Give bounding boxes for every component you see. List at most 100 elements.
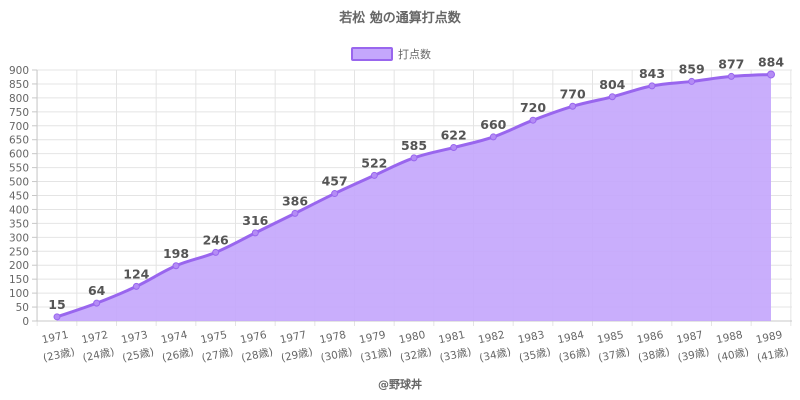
x-tick-year: 1988 <box>715 329 744 346</box>
y-tick-label: 150 <box>9 274 29 286</box>
x-axis: 1971(23歳)1972(24歳)1973(25歳)1974(26歳)1975… <box>41 329 790 365</box>
x-tick-age: (40歳) <box>716 346 750 364</box>
data-points <box>53 70 775 321</box>
x-tick-age: (32歳) <box>399 346 433 364</box>
data-point[interactable] <box>53 313 61 321</box>
y-tick-label: 200 <box>9 260 29 272</box>
x-tick-year: 1984 <box>557 329 586 346</box>
data-point[interactable] <box>489 133 497 141</box>
data-label: 522 <box>361 155 387 170</box>
x-tick-year: 1982 <box>477 329 506 346</box>
y-tick-label: 900 <box>9 65 29 77</box>
x-tick-label: 1975(27歳) <box>200 329 235 364</box>
x-tick-label: 1971(23歳) <box>41 329 76 364</box>
legend-swatch <box>351 47 393 61</box>
y-tick-label: 750 <box>9 107 29 119</box>
data-point[interactable] <box>172 262 180 270</box>
x-tick-label: 1973(25歳) <box>120 329 155 364</box>
data-point[interactable] <box>212 248 220 256</box>
x-tick-year: 1987 <box>676 329 705 346</box>
series-area-fill <box>57 74 771 321</box>
legend-label: 打点数 <box>398 47 431 61</box>
credit-text: @野球丼 <box>378 377 422 391</box>
y-tick-label: 850 <box>9 79 29 91</box>
data-label: 770 <box>560 86 586 101</box>
data-point[interactable] <box>767 70 775 79</box>
y-tick-label: 250 <box>9 246 29 258</box>
x-tick-year: 1975 <box>200 329 229 346</box>
x-tick-year: 1977 <box>279 329 308 346</box>
x-tick-label: 1988(40歳) <box>715 329 750 364</box>
data-point[interactable] <box>251 229 259 237</box>
x-tick-label: 1974(26歳) <box>160 329 195 365</box>
x-tick-age: (24歳) <box>82 346 116 364</box>
x-tick-age: (29歳) <box>280 346 314 364</box>
data-point[interactable] <box>569 102 577 110</box>
data-label: 720 <box>520 100 546 115</box>
data-label: 585 <box>401 138 427 153</box>
data-label: 877 <box>718 56 744 71</box>
x-tick-age: (26歳) <box>161 346 195 364</box>
x-tick-year: 1985 <box>596 329 625 346</box>
x-tick-label: 1982(34歳) <box>477 329 512 364</box>
data-point[interactable] <box>370 171 378 179</box>
x-tick-age: (34歳) <box>478 346 512 364</box>
data-point[interactable] <box>608 93 616 101</box>
x-tick-age: (38歳) <box>637 346 671 364</box>
x-tick-age: (23歳) <box>42 346 76 364</box>
data-point[interactable] <box>648 82 656 90</box>
data-label: 316 <box>242 213 268 228</box>
y-tick-label: 800 <box>9 93 29 105</box>
x-tick-label: 1979(31歳) <box>358 329 393 364</box>
data-point[interactable] <box>529 116 537 124</box>
data-point[interactable] <box>93 299 101 307</box>
x-tick-age: (35歳) <box>518 346 552 364</box>
y-tick-label: 650 <box>9 135 29 147</box>
x-tick-year: 1981 <box>438 329 467 346</box>
y-tick-label: 400 <box>9 204 29 216</box>
x-tick-age: (37歳) <box>597 346 631 364</box>
data-point[interactable] <box>450 144 458 152</box>
x-tick-year: 1989 <box>755 329 784 346</box>
x-tick-age: (39歳) <box>677 346 711 364</box>
x-tick-label: 1972(24歳) <box>81 329 116 364</box>
legend[interactable]: 打点数 <box>351 47 431 61</box>
data-point[interactable] <box>331 190 339 198</box>
data-label: 198 <box>163 246 189 261</box>
data-label: 884 <box>758 54 784 69</box>
y-tick-label: 350 <box>9 218 29 230</box>
x-tick-year: 1986 <box>636 329 665 346</box>
x-tick-label: 1980(32歳) <box>398 329 433 364</box>
x-tick-label: 1986(38歳) <box>636 329 671 365</box>
x-tick-year: 1974 <box>160 329 189 346</box>
data-point[interactable] <box>727 72 735 80</box>
x-tick-label: 1985(37歳) <box>596 329 631 364</box>
y-tick-label: 550 <box>9 163 29 175</box>
data-point[interactable] <box>410 154 418 162</box>
data-label: 386 <box>282 193 308 208</box>
data-point[interactable] <box>688 77 696 85</box>
data-label: 859 <box>679 61 705 76</box>
data-label: 660 <box>480 117 506 132</box>
y-tick-label: 100 <box>9 288 29 300</box>
y-tick-label: 500 <box>9 177 29 189</box>
x-tick-year: 1979 <box>358 329 387 346</box>
x-tick-year: 1971 <box>41 329 70 346</box>
x-tick-label: 1978(30歳) <box>319 329 354 364</box>
data-point[interactable] <box>132 282 140 290</box>
data-point[interactable] <box>291 209 299 217</box>
data-label: 804 <box>599 77 625 92</box>
y-tick-label: 300 <box>9 232 29 244</box>
data-label: 64 <box>88 283 106 298</box>
y-tick-label: 700 <box>9 121 29 133</box>
x-tick-label: 1984(36歳) <box>557 329 592 365</box>
data-labels: 15 64 124 198 246 316 386 457 522 585 622 660 720 770… <box>48 54 784 311</box>
x-tick-label: 1976(28歳) <box>239 329 274 365</box>
x-tick-year: 1978 <box>319 329 348 346</box>
x-tick-age: (27歳) <box>201 346 235 364</box>
x-tick-year: 1980 <box>398 329 427 346</box>
data-label: 124 <box>123 266 149 281</box>
data-label: 457 <box>322 174 348 189</box>
x-tick-age: (33歳) <box>439 346 473 364</box>
